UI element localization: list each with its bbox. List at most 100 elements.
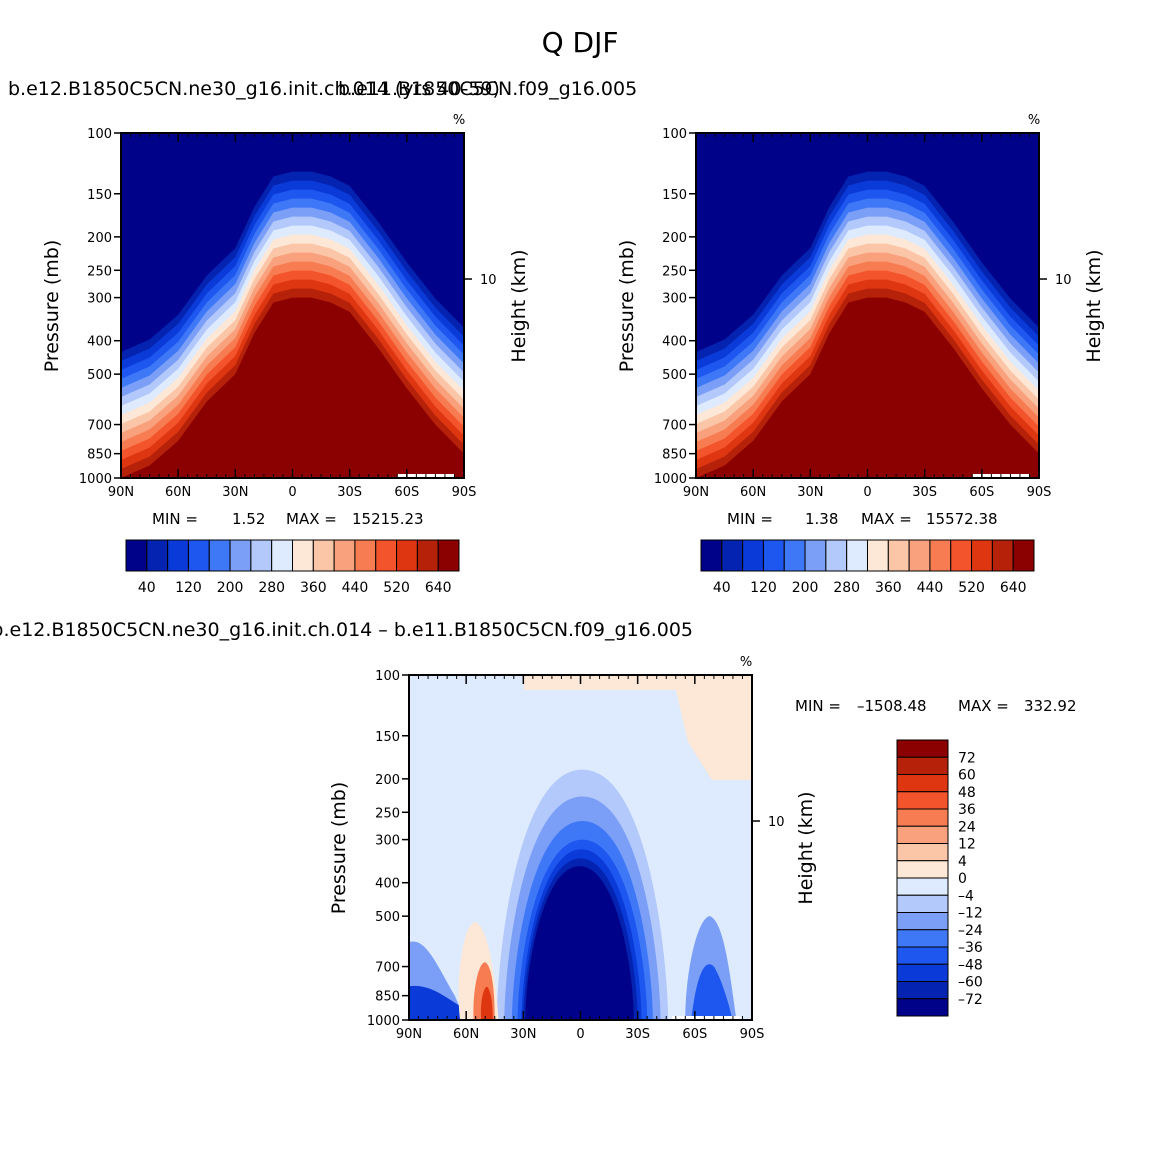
y-tick-label: 400 [662, 335, 687, 350]
colorbar-swatch [333, 539, 356, 572]
colorbar-swatch [700, 539, 723, 572]
max-value-right: 15572.38 [926, 510, 998, 528]
colorbar-swatch [896, 929, 949, 948]
min-value-difference: –1508.48 [857, 697, 927, 715]
y-right-tick-label: 10 [480, 273, 497, 288]
colorbar-swatch [896, 998, 949, 1017]
x-tick-label: 30S [625, 1027, 650, 1042]
colorbar-swatch [437, 539, 460, 572]
x-tick-label: 30S [912, 485, 937, 500]
y-tick-label: 700 [375, 961, 400, 976]
colorbar-swatch [354, 539, 377, 572]
colorbar-swatch [896, 981, 949, 1000]
x-tick-label: 60N [165, 485, 191, 500]
contour-band [696, 297, 1039, 478]
colorbar-swatch [991, 539, 1014, 572]
y-tick-label: 150 [375, 730, 400, 745]
colorbar-label: 120 [750, 580, 777, 596]
colorbar-label: 280 [833, 580, 860, 596]
colorbar-swatch [167, 539, 189, 572]
y-tick-label: 500 [662, 368, 687, 383]
max-label-left: MAX = [286, 510, 337, 528]
panel-difference: b.e12.B1850C5CN.ne30_g16.init.ch.014 – b… [0, 619, 1077, 1042]
colorbar-label: –4 [958, 888, 974, 904]
colorbar-label: 360 [300, 580, 327, 596]
colorbar-swatch [416, 539, 439, 572]
colorbar-label: 440 [917, 580, 944, 596]
colorbar-label: 36 [958, 802, 976, 818]
colorbar-label: 280 [258, 580, 285, 596]
colorbar-swatch [896, 877, 949, 896]
colorbar-swatch [312, 539, 335, 572]
colorbar-swatch [208, 539, 231, 572]
x-tick-label: 60N [740, 485, 766, 500]
x-tick-label: 90N [396, 1027, 422, 1042]
colorbar-label: 40 [138, 580, 156, 596]
x-tick-label: 30N [222, 485, 248, 500]
y-tick-label: 100 [375, 669, 400, 684]
y-tick-label: 150 [87, 188, 112, 203]
colorbar-swatch [292, 539, 314, 572]
contour-field-left [121, 133, 464, 478]
x-tick-label: 90S [452, 485, 477, 500]
colorbar-swatch [896, 825, 949, 844]
x-tick-label: 60S [394, 485, 419, 500]
x-tick-label: 90S [1027, 485, 1052, 500]
x-tick-label: 30N [797, 485, 823, 500]
y-tick-label: 400 [87, 335, 112, 350]
colorbar-label: 520 [958, 580, 985, 596]
max-value-left: 15215.23 [352, 510, 424, 528]
panel-right: b.e11.B1850C5CN.f09_g16.005 % 90N 60N 30N 0… [338, 78, 1105, 596]
colorbar-label: 640 [425, 580, 452, 596]
colorbar-swatch [896, 808, 949, 827]
case-label-left: b.e12.B1850C5CN.ne30_g16.init.ch.014 (yr… [8, 78, 500, 100]
colorbar-label: 40 [713, 580, 731, 596]
colorbar-label: 72 [958, 750, 976, 766]
height-axis-label-right: Height (km) [1083, 249, 1105, 362]
colorbar-label: –48 [958, 957, 983, 973]
max-value-difference: 332.92 [1024, 697, 1077, 715]
colorbar-swatch [896, 756, 949, 775]
min-label-difference: MIN = [795, 697, 841, 715]
min-value-right: 1.38 [805, 510, 838, 528]
figure-title: Q DJF [542, 26, 619, 59]
y-tick-label: 700 [662, 419, 687, 434]
x-tick-label: 0 [288, 485, 296, 500]
y-tick-label: 500 [375, 910, 400, 925]
colorbar-swatch [742, 539, 764, 572]
pressure-axis-label-right: Pressure (mb) [616, 240, 638, 373]
contour-field-right [696, 133, 1039, 478]
colorbar-swatch [896, 894, 949, 913]
colorbar-swatch [1012, 539, 1035, 572]
colorbar-swatch [950, 539, 973, 572]
min-label-left: MIN = [152, 510, 198, 528]
colorbar-swatch [187, 539, 210, 572]
x-tick-label: 30N [510, 1027, 536, 1042]
y-tick-label: 100 [87, 127, 112, 142]
y-tick-label: 250 [87, 264, 112, 279]
y-tick-label: 250 [662, 264, 687, 279]
colorbar-label: 12 [958, 837, 976, 853]
x-tick-label: 60N [453, 1027, 479, 1042]
x-tick-label: 60S [682, 1027, 707, 1042]
colorbar-label: –24 [958, 923, 983, 939]
colorbar-swatch [896, 843, 949, 862]
contour-field-difference [409, 675, 752, 1020]
y-tick-label: 200 [87, 231, 112, 246]
y-tick-label: 150 [662, 188, 687, 203]
case-label-difference: b.e12.B1850C5CN.ne30_g16.init.ch.014 – b… [0, 619, 693, 641]
pressure-axis-label-difference: Pressure (mb) [328, 782, 350, 915]
colorbar-label: –72 [958, 992, 983, 1008]
y-tick-label: 500 [87, 368, 112, 383]
units-label-right: % [1028, 113, 1040, 128]
case-label-right: b.e11.B1850C5CN.f09_g16.005 [338, 78, 637, 100]
x-tick-label: 60S [969, 485, 994, 500]
colorbar-label: 200 [217, 580, 244, 596]
y-tick-label: 100 [662, 127, 687, 142]
colorbar-swatch [896, 774, 949, 793]
y-tick-label: 1000 [79, 472, 112, 487]
colorbar-left: 40 120 200 280 360 440 520 640 [125, 539, 460, 596]
colorbar-swatch [896, 912, 949, 931]
contour-band [525, 866, 634, 1020]
colorbar-right: 40 120 200 280 360 440 520 640 [700, 539, 1035, 596]
